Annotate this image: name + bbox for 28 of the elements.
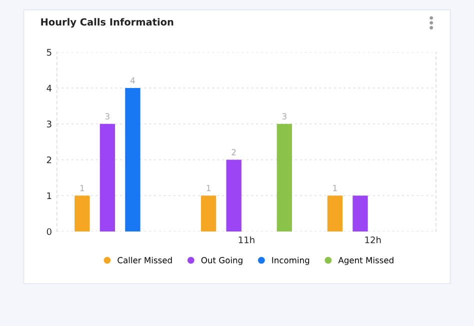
data-label: 1 (333, 185, 337, 192)
x-tick-label: 12h (365, 236, 381, 244)
data-label: 3 (282, 113, 286, 120)
y-tick-label: 2 (46, 156, 52, 164)
y-tick-label: 4 (46, 84, 52, 92)
x-tick-label: 11h (238, 236, 254, 244)
data-label: 1 (80, 185, 84, 192)
bar (226, 160, 242, 232)
bar (74, 196, 90, 232)
y-tick-label: 1 (47, 192, 52, 200)
data-label: 3 (105, 113, 110, 120)
bar (276, 124, 292, 232)
bar (125, 88, 140, 232)
bar (200, 196, 216, 232)
legend-label: Caller Missed (118, 256, 172, 264)
y-tick-label: 3 (46, 120, 52, 128)
data-label: 1 (206, 185, 210, 192)
legend-label: Agent Missed (338, 256, 394, 265)
chart-title: Hourly Calls Information (41, 18, 174, 28)
legend-label: Out Going (201, 256, 242, 265)
bar (100, 124, 116, 232)
bar (352, 196, 368, 232)
y-tick-label: 5 (46, 49, 52, 56)
legend-label: Incoming (272, 256, 310, 265)
bar (327, 196, 343, 232)
data-label: 2 (232, 149, 236, 156)
data-label: 4 (130, 77, 135, 84)
y-tick-label: 0 (46, 228, 52, 236)
